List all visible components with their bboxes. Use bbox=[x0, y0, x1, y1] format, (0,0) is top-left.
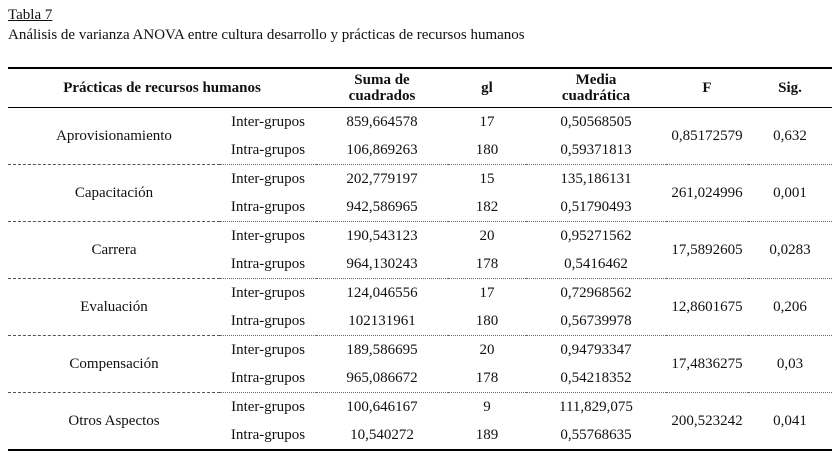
df-value: 9 bbox=[483, 399, 491, 415]
df-value: 180 bbox=[448, 136, 526, 165]
table-row: Intra-grupos 102131961 180 0,56739978 bbox=[8, 307, 832, 336]
df-value: 180 bbox=[448, 307, 526, 336]
group-type: Intra-grupos bbox=[230, 427, 306, 443]
sum-of-squares: 202,779197 bbox=[346, 171, 418, 187]
mean-square: 0,72968562 bbox=[560, 285, 632, 301]
f-value: 17,5892605 bbox=[666, 221, 748, 279]
sum-of-squares: 190,543123 bbox=[346, 228, 418, 244]
f-value: 0,85172579 bbox=[666, 107, 748, 165]
mean-square: 0,54218352 bbox=[526, 364, 666, 393]
f-value: 200,523242 bbox=[671, 413, 743, 429]
df-value: 182 bbox=[448, 193, 526, 222]
df-value: 15 bbox=[479, 171, 495, 187]
mean-square: 0,51790493 bbox=[526, 193, 666, 222]
mean-square: 0,55768635 bbox=[560, 427, 632, 443]
practice-name: Evaluación bbox=[8, 278, 220, 336]
group-type: Intra-grupos bbox=[220, 193, 316, 222]
practice-name: Carrera bbox=[8, 221, 220, 279]
practice-name: Aprovisionamiento bbox=[8, 107, 220, 165]
table-row: Intra-grupos 964,130243 178 0,5416462 bbox=[8, 250, 832, 279]
df-value: 17 bbox=[479, 285, 495, 301]
col-header-gl: gl bbox=[448, 68, 526, 108]
table-row: Capacitación Inter-grupos 202,779197 15 … bbox=[8, 164, 832, 222]
df-value: 189 bbox=[475, 427, 499, 443]
df-value: 20 bbox=[479, 342, 495, 358]
group-type: Intra-grupos bbox=[220, 136, 316, 165]
df-value: 178 bbox=[448, 364, 526, 393]
sum-of-squares: 124,046556 bbox=[346, 285, 418, 301]
sig-value: 0,001 bbox=[748, 164, 832, 222]
df-value: 17 bbox=[479, 114, 495, 130]
sum-of-squares: 964,130243 bbox=[316, 250, 448, 279]
group-type: Intra-grupos bbox=[220, 250, 316, 279]
sig-value: 0,632 bbox=[748, 107, 832, 165]
group-type: Intra-grupos bbox=[220, 364, 316, 393]
table-row: Intra-grupos 942,586965 182 0,51790493 bbox=[8, 193, 832, 222]
sum-of-squares: 10,540272 bbox=[350, 427, 414, 443]
table-row: Aprovisionamiento Inter-grupos 859,66457… bbox=[8, 107, 832, 165]
f-value: 261,024996 bbox=[666, 164, 748, 222]
mean-square: 0,50568505 bbox=[560, 114, 632, 130]
group-type: Inter-grupos bbox=[231, 342, 305, 358]
sum-of-squares: 189,586695 bbox=[346, 342, 418, 358]
col-header-media-cuadratica: Media cuadrática bbox=[526, 68, 666, 108]
table-row: Compensación Inter-grupos 189,586695 20 … bbox=[8, 335, 832, 393]
sig-value: 0,0283 bbox=[748, 221, 832, 279]
mean-square: 0,5416462 bbox=[526, 250, 666, 279]
df-value: 178 bbox=[448, 250, 526, 279]
mean-square: 0,94793347 bbox=[560, 342, 632, 358]
mean-square: 0,59371813 bbox=[526, 136, 666, 165]
sum-of-squares: 102131961 bbox=[316, 307, 448, 336]
col-header-f: F bbox=[666, 68, 748, 108]
practice-name: Otros Aspectos bbox=[68, 413, 160, 429]
group-type: Inter-grupos bbox=[231, 171, 305, 187]
table-row: Otros Aspectos Inter-grupos 100,646167 9… bbox=[8, 393, 832, 429]
table-row: Intra-grupos 965,086672 178 0,54218352 bbox=[8, 364, 832, 393]
col-header-sig: Sig. bbox=[748, 68, 832, 108]
table-number: Tabla 7 bbox=[8, 7, 53, 23]
sig-value: 0,041 bbox=[773, 413, 807, 429]
f-value: 12,8601675 bbox=[666, 278, 748, 336]
sum-of-squares: 859,664578 bbox=[346, 114, 418, 130]
sig-value: 0,03 bbox=[748, 335, 832, 393]
table-row: Carrera Inter-grupos 190,543123 20 0,952… bbox=[8, 221, 832, 279]
header-row: Prácticas de recursos humanos Suma de cu… bbox=[8, 68, 832, 108]
sum-of-squares: 100,646167 bbox=[346, 399, 418, 415]
sum-of-squares: 965,086672 bbox=[316, 364, 448, 393]
practice-name: Compensación bbox=[8, 335, 220, 393]
mean-square: 0,56739978 bbox=[526, 307, 666, 336]
col-header-practicas: Prácticas de recursos humanos bbox=[8, 68, 316, 108]
group-type: Inter-grupos bbox=[231, 285, 305, 301]
mean-square: 135,186131 bbox=[560, 171, 632, 187]
group-type: Inter-grupos bbox=[231, 228, 305, 244]
col-header-suma-cuadrados: Suma de cuadrados bbox=[316, 68, 448, 108]
sum-of-squares: 106,869263 bbox=[316, 136, 448, 165]
f-value: 17,4836275 bbox=[666, 335, 748, 393]
group-type: Intra-grupos bbox=[220, 307, 316, 336]
group-type: Inter-grupos bbox=[231, 114, 305, 130]
sum-of-squares: 942,586965 bbox=[316, 193, 448, 222]
group-type: Inter-grupos bbox=[231, 399, 305, 415]
table-row: Intra-grupos 10,540272 189 0,55768635 bbox=[8, 421, 832, 450]
mean-square: 0,95271562 bbox=[560, 228, 632, 244]
practice-name: Capacitación bbox=[8, 164, 220, 222]
mean-square: 111,829,075 bbox=[559, 399, 633, 415]
df-value: 20 bbox=[479, 228, 495, 244]
table-caption: Análisis de varianza ANOVA entre cultura… bbox=[8, 27, 525, 43]
table-row: Evaluación Inter-grupos 124,046556 17 0,… bbox=[8, 278, 832, 336]
sig-value: 0,206 bbox=[748, 278, 832, 336]
anova-table: Prácticas de recursos humanos Suma de cu… bbox=[8, 67, 832, 451]
table-row: Intra-grupos 106,869263 180 0,59371813 bbox=[8, 136, 832, 165]
